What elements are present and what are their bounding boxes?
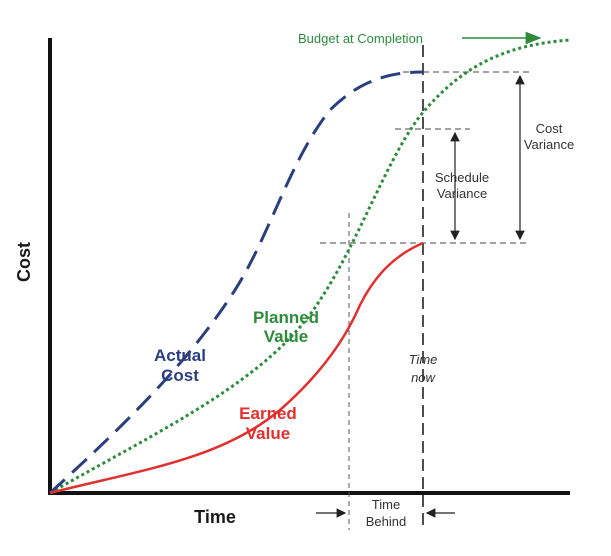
schedule-variance-label-line2: Variance	[437, 186, 487, 201]
cost-variance-label-line2: Variance	[524, 137, 574, 152]
actual-cost-label-line1: Actual	[154, 346, 206, 365]
planned-value-label-line2: Value	[264, 327, 308, 346]
earned-value-label-line1: Earned	[239, 404, 297, 423]
schedule-variance-label-line1: Schedule	[435, 170, 489, 185]
actual-cost-label-line2: Cost	[161, 366, 199, 385]
time-behind-label-line2: Behind	[366, 514, 406, 529]
time-now-label-line2: now	[411, 370, 436, 385]
planned-value-curve	[49, 38, 571, 495]
x-axis-title: Time	[194, 507, 236, 527]
actual-cost-curve	[48, 70, 424, 495]
y-axis-title: Cost	[14, 242, 34, 282]
earned-value-label-line2: Value	[246, 424, 290, 443]
budget-at-completion-label: Budget at Completion	[298, 31, 423, 46]
planned-value-label-line1: Planned	[253, 308, 319, 327]
time-behind-label-line1: Time	[372, 497, 400, 512]
earned-value-curve	[49, 241, 424, 495]
cost-variance-label-line1: Cost	[536, 121, 563, 136]
time-now-label-line1: Time	[409, 352, 438, 367]
